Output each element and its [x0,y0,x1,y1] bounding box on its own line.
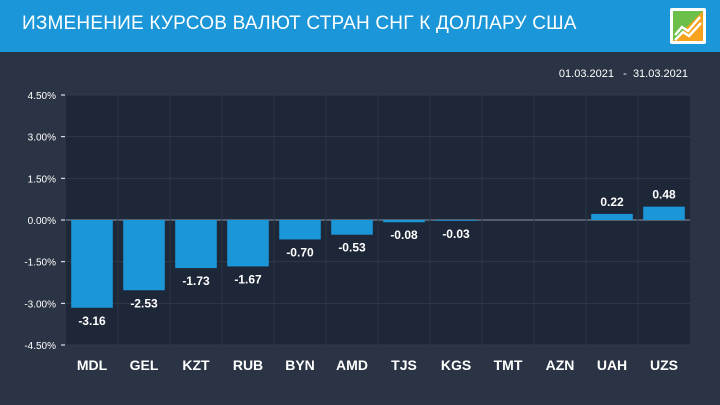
data-label-mdl: -3.16 [78,314,106,328]
y-tick-label: 3.00% [28,133,56,144]
category-label-rub: RUB [233,357,263,373]
category-label-amd: AMD [336,357,368,373]
y-tick-label: -1.50% [24,258,56,269]
label-layer: 4.50% 3.00% 1.50% 0.00% -1.50% -3.00% -4.50% -3… [24,91,678,373]
category-label-byn: BYN [285,357,315,373]
chart-title: ИЗМЕНЕНИЕ КУРСОВ ВАЛЮТ СТРАН СНГ К ДОЛЛА… [22,13,577,34]
bar-uzs [643,206,685,220]
data-label-amd: -0.53 [338,241,366,255]
growth-chart-logo-icon [670,8,706,44]
bar-kgs [435,220,477,221]
date-separator: - [617,68,630,80]
bar-uah [591,213,633,220]
grid-layer [61,94,690,346]
bar-tjs [383,220,425,223]
data-label-kgs: -0.03 [442,227,470,241]
bar-amd [331,220,373,235]
data-label-byn: -0.70 [286,245,314,259]
data-label-rub: -1.67 [234,272,262,286]
bar-kzt [175,220,217,269]
bar-rub [227,220,269,267]
data-label-tjs: -0.08 [390,228,418,242]
bar-mdl [71,220,113,308]
category-label-tmt: TMT [494,357,523,373]
category-label-kzt: KZT [182,357,210,373]
y-tick-label: 1.50% [28,174,56,185]
date-end: 31.03.2021 [632,68,688,80]
y-tick-label: 4.50% [28,91,56,102]
y-tick-label: -3.00% [24,299,56,310]
bar-layer [71,206,685,308]
category-label-kgs: KGS [441,357,471,373]
data-label-uah: 0.22 [600,195,624,209]
category-label-uah: UAH [597,357,627,373]
header-bar: ИЗМЕНЕНИЕ КУРСОВ ВАЛЮТ СТРАН СНГ К ДОЛЛА… [0,0,720,52]
y-tick-label: -4.50% [24,341,56,352]
bar-byn [279,220,321,240]
bar-gel [123,220,165,291]
category-label-mdl: MDL [77,357,108,373]
category-label-uzs: UZS [650,357,678,373]
date-start: 01.03.2021 [558,68,614,80]
category-label-gel: GEL [130,357,159,373]
date-range: 01.03.2021 - 31.03.2021 [559,68,688,80]
category-label-tjs: TJS [391,357,417,373]
data-label-uzs: 0.48 [652,188,676,202]
data-label-gel: -2.53 [130,296,158,310]
y-tick-label: 0.00% [28,216,56,227]
category-label-azn: AZN [546,357,575,373]
data-label-kzt: -1.73 [182,274,210,288]
